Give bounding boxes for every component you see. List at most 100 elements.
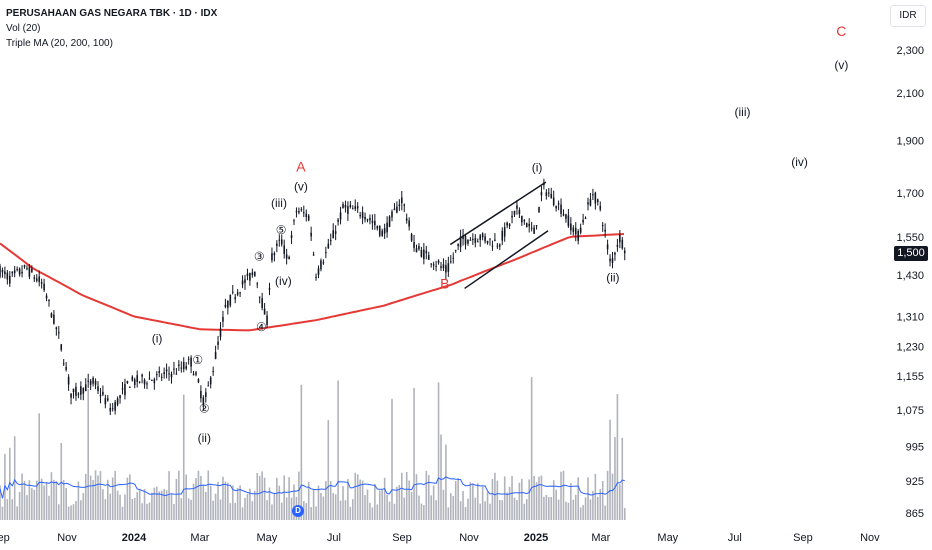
volume-bar (467, 498, 469, 520)
volume-bar (217, 481, 219, 520)
volume-bar (131, 499, 134, 520)
candle-body (457, 243, 459, 247)
volume-bar (609, 419, 611, 520)
candle-body (50, 313, 53, 318)
candle-body (209, 377, 212, 385)
volume-bar (67, 506, 70, 520)
candle-body (111, 408, 114, 410)
volume-bar (339, 500, 342, 520)
volume-bar (33, 489, 36, 520)
wave-label: (iv) (275, 274, 292, 288)
volume-bar (437, 382, 440, 520)
candle-body (60, 344, 63, 350)
dividend-marker-icon[interactable]: D (292, 505, 304, 517)
volume-bar (430, 495, 432, 520)
wave-label: A (296, 158, 306, 174)
candle-body (435, 265, 437, 267)
candle-body (469, 239, 472, 241)
volume-bar (557, 499, 560, 520)
volume-bar (70, 505, 72, 520)
candle-body (327, 243, 330, 249)
candle-body (494, 239, 496, 241)
candle-body (538, 206, 540, 213)
candle-body (452, 257, 455, 259)
candle-body (491, 245, 494, 247)
volume-bar (227, 482, 229, 520)
candle-body (67, 376, 70, 385)
ma-indicator-label[interactable]: Triple MA (20, 200, 100) (6, 38, 113, 49)
volume-bar (528, 479, 530, 520)
volume-bar (173, 504, 175, 520)
candle-body (332, 230, 334, 239)
candle-body (185, 366, 187, 369)
volume-bar (246, 494, 249, 520)
candle-body (366, 219, 369, 221)
candle-body (1, 270, 4, 273)
volume-bar (369, 502, 371, 520)
y-tick-label: 1,075 (896, 405, 924, 417)
candle-body (55, 327, 58, 330)
candle-body (6, 272, 9, 280)
candle-body (567, 215, 570, 227)
volume-bar (356, 474, 359, 520)
volume-bar (31, 488, 33, 520)
volume-bar (577, 477, 579, 520)
candle-body (506, 222, 508, 226)
candle-body (609, 258, 611, 262)
candle-body (525, 223, 528, 228)
volume-bar (58, 504, 60, 520)
volume-bar (92, 480, 94, 520)
volume-bar (552, 480, 555, 520)
candle-body (89, 380, 92, 385)
volume-bar (185, 474, 187, 520)
candle-body (459, 236, 462, 248)
volume-bar (26, 495, 28, 520)
volume-bar (40, 478, 43, 520)
volume-bar (423, 505, 425, 520)
candle-body (349, 205, 352, 208)
volume-bar (224, 481, 227, 520)
x-tick-label: May (257, 532, 278, 544)
candle-body (121, 388, 124, 390)
volume-bar (388, 501, 391, 520)
channel-line (464, 230, 549, 290)
volume-bar (97, 475, 99, 520)
volume-bar (89, 475, 92, 520)
currency-button[interactable]: IDR (890, 5, 926, 27)
volume-bar (359, 479, 361, 520)
y-tick-label: 2,100 (896, 88, 924, 100)
candle-body (430, 263, 432, 265)
candle-body (192, 373, 195, 376)
y-tick-label: 1,230 (896, 341, 924, 353)
candle-body (9, 275, 11, 284)
volume-bar (80, 500, 82, 520)
volume-bar (334, 494, 337, 520)
volume-bar (104, 499, 107, 520)
candle-body (212, 371, 214, 373)
volume-indicator-label[interactable]: Vol (20) (6, 23, 41, 34)
volume-bar (425, 470, 428, 520)
candle-body (178, 364, 180, 366)
volume-bar (18, 491, 21, 520)
volume-bar (491, 478, 494, 520)
volume-bar (249, 488, 251, 520)
candle-body (560, 204, 562, 215)
candle-body (31, 268, 33, 272)
candle-body (187, 358, 190, 360)
candle-body (298, 211, 300, 213)
volume-bar (462, 491, 464, 520)
volume-bar (555, 489, 557, 520)
candle-body (570, 223, 572, 231)
volume-bar (445, 444, 447, 520)
candle-body (45, 295, 48, 299)
candle-body (496, 245, 499, 247)
candle-body (21, 271, 23, 274)
volume-bar (619, 484, 621, 520)
candle-body (606, 244, 609, 250)
volume-bar (364, 495, 366, 520)
volume-bar (315, 506, 317, 520)
candle-body (540, 192, 543, 196)
volume-bar (119, 494, 121, 520)
volume-bar (516, 500, 518, 520)
